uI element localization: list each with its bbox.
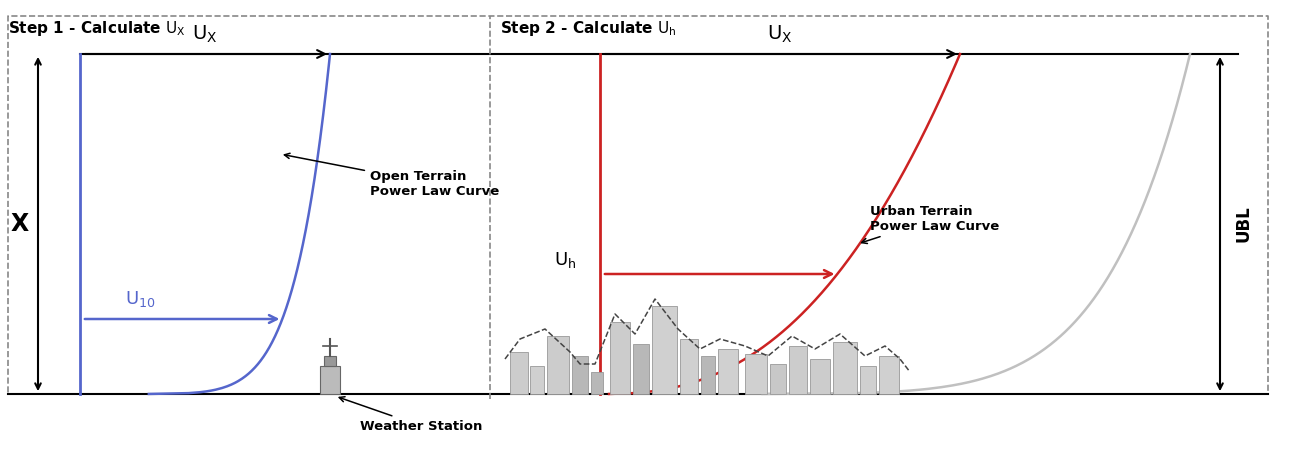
Bar xyxy=(770,364,786,394)
Bar xyxy=(572,356,588,394)
Text: UBL: UBL xyxy=(1235,206,1253,242)
Bar xyxy=(592,372,603,394)
Bar xyxy=(745,354,767,394)
Bar xyxy=(810,359,829,394)
Text: Weather Station: Weather Station xyxy=(339,397,482,432)
Bar xyxy=(789,346,807,394)
Bar xyxy=(718,349,738,394)
Bar xyxy=(324,356,335,366)
Bar xyxy=(833,342,857,394)
Bar xyxy=(610,322,630,394)
Text: X: X xyxy=(10,212,29,236)
Bar xyxy=(633,344,649,394)
Text: $\mathrm{U_X}$: $\mathrm{U_X}$ xyxy=(192,23,217,44)
Bar xyxy=(680,339,698,394)
Bar xyxy=(879,356,900,394)
Text: $\mathrm{U_{10}}$: $\mathrm{U_{10}}$ xyxy=(125,289,155,309)
Bar xyxy=(653,306,677,394)
Text: Step 2 - Calculate $\mathrm{U_h}$: Step 2 - Calculate $\mathrm{U_h}$ xyxy=(500,18,677,38)
Bar xyxy=(547,336,569,394)
Bar xyxy=(530,366,543,394)
Bar xyxy=(510,352,528,394)
Bar xyxy=(861,366,876,394)
Text: $\mathrm{U_X}$: $\mathrm{U_X}$ xyxy=(767,23,793,44)
Bar xyxy=(701,356,715,394)
Text: Open Terrain
Power Law Curve: Open Terrain Power Law Curve xyxy=(285,153,499,198)
Text: Step 1 - Calculate $\mathrm{U_X}$: Step 1 - Calculate $\mathrm{U_X}$ xyxy=(8,18,186,38)
Text: $\mathrm{U_h}$: $\mathrm{U_h}$ xyxy=(554,250,576,270)
Text: Urban Terrain
Power Law Curve: Urban Terrain Power Law Curve xyxy=(862,205,1000,243)
Bar xyxy=(320,366,341,394)
